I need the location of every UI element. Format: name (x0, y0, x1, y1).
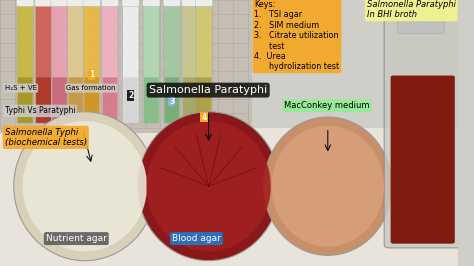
Text: Keys:
1.   TSI agar
2.   SIM medium
3.   Citrate utilization
      test
4.  Urea: Keys: 1. TSI agar 2. SIM medium 3. Citra… (255, 0, 339, 71)
FancyBboxPatch shape (143, 5, 160, 123)
FancyBboxPatch shape (122, 5, 139, 123)
FancyBboxPatch shape (391, 76, 455, 244)
FancyBboxPatch shape (122, 0, 139, 6)
Text: 3: 3 (169, 97, 174, 106)
FancyBboxPatch shape (35, 0, 52, 6)
FancyBboxPatch shape (18, 77, 33, 123)
FancyBboxPatch shape (183, 77, 198, 123)
FancyBboxPatch shape (398, 0, 444, 34)
Ellipse shape (264, 117, 392, 255)
Text: Blood agar: Blood agar (172, 234, 221, 243)
Ellipse shape (137, 112, 280, 261)
FancyBboxPatch shape (35, 5, 52, 123)
Text: H₂S + VE: H₂S + VE (5, 85, 36, 91)
FancyBboxPatch shape (17, 0, 34, 6)
FancyBboxPatch shape (164, 77, 179, 123)
Ellipse shape (146, 121, 271, 251)
FancyBboxPatch shape (182, 0, 199, 6)
FancyBboxPatch shape (144, 77, 159, 123)
FancyBboxPatch shape (164, 5, 180, 123)
FancyBboxPatch shape (84, 77, 99, 123)
FancyBboxPatch shape (196, 5, 212, 123)
FancyBboxPatch shape (123, 77, 138, 123)
FancyBboxPatch shape (67, 0, 84, 6)
FancyBboxPatch shape (143, 0, 160, 6)
FancyBboxPatch shape (182, 5, 199, 123)
Ellipse shape (14, 112, 156, 261)
FancyBboxPatch shape (51, 5, 68, 123)
FancyBboxPatch shape (83, 0, 100, 6)
FancyBboxPatch shape (384, 15, 462, 248)
Text: Salmonella Paratyphi
In BHI broth: Salmonella Paratyphi In BHI broth (367, 0, 456, 19)
FancyBboxPatch shape (103, 77, 118, 123)
Text: 4: 4 (201, 113, 207, 122)
Text: Salmonella Typhi
(biochemical tests): Salmonella Typhi (biochemical tests) (5, 128, 87, 147)
Text: Salmonella Paratyphi: Salmonella Paratyphi (149, 85, 267, 95)
FancyBboxPatch shape (67, 5, 84, 123)
Ellipse shape (23, 121, 147, 251)
Text: 1: 1 (89, 70, 94, 79)
FancyBboxPatch shape (0, 128, 458, 266)
Text: Typhi Vs Paratyphi: Typhi Vs Paratyphi (5, 106, 75, 115)
FancyBboxPatch shape (0, 0, 252, 133)
Ellipse shape (272, 126, 384, 247)
Text: MacConkey medium: MacConkey medium (284, 101, 370, 110)
FancyBboxPatch shape (51, 0, 68, 6)
Text: 2: 2 (128, 91, 133, 100)
Text: Gas formation: Gas formation (66, 85, 116, 91)
FancyBboxPatch shape (83, 5, 100, 123)
FancyBboxPatch shape (68, 77, 83, 123)
FancyBboxPatch shape (52, 77, 67, 123)
FancyBboxPatch shape (102, 5, 118, 123)
FancyBboxPatch shape (197, 77, 211, 123)
FancyBboxPatch shape (36, 77, 51, 123)
FancyBboxPatch shape (163, 0, 181, 6)
FancyBboxPatch shape (195, 0, 213, 6)
FancyBboxPatch shape (101, 0, 119, 6)
Text: Nutrient agar: Nutrient agar (46, 234, 107, 243)
FancyBboxPatch shape (17, 5, 34, 123)
